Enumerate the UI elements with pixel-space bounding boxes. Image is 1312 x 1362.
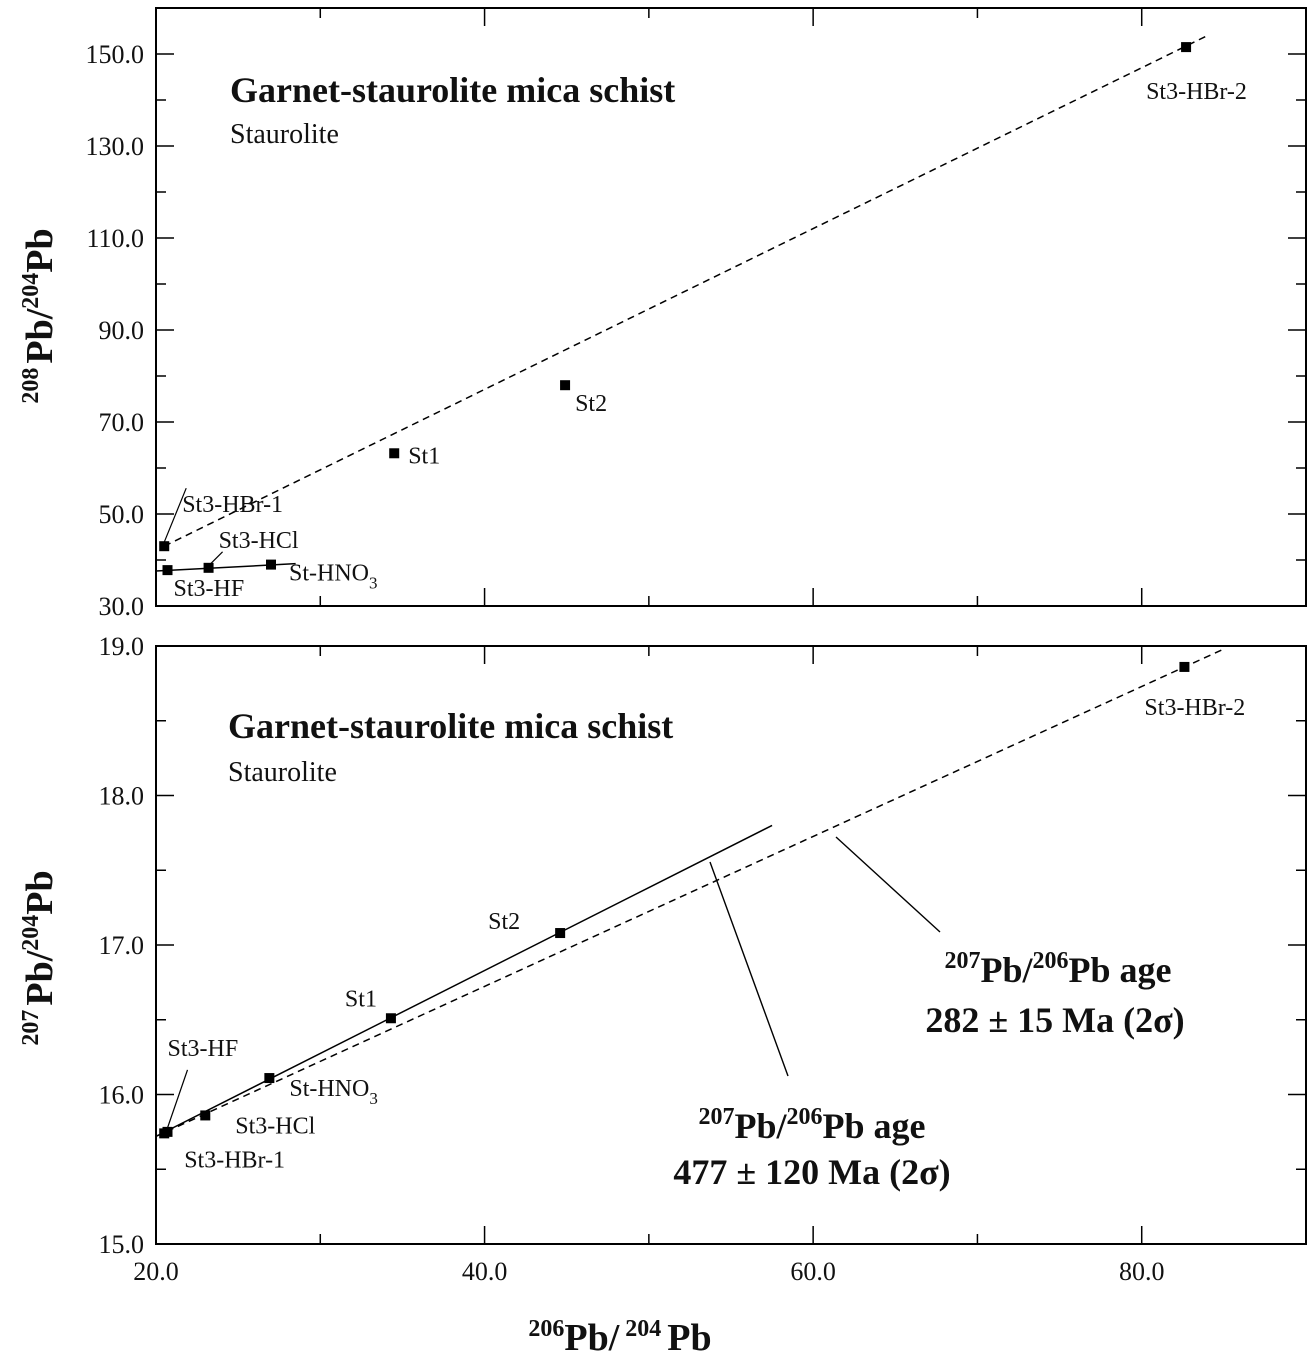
bottom-ticks: 20.0 40.0 60.0 80.0 15.0 16.0 17.0 18.0 19.0 [99,632,1307,1286]
bottom-x-tick-label: 60.0 [790,1257,836,1286]
top-data-point [266,559,276,570]
bottom-fit-lines [155,648,1225,1138]
bottom-data-point [162,1126,173,1137]
bottom-y-tick-label: 16.0 [99,1081,145,1110]
top-y-tick-label: 30.0 [99,592,145,621]
bottom-y-tick-label: 17.0 [99,931,145,960]
top-y-tick-label: 70.0 [99,408,145,437]
bottom-y-tick-label: 15.0 [99,1230,145,1259]
top-chart-subtitle: Staurolite [230,119,339,150]
bottom-dashed-fit-line [155,648,1225,1138]
bottom-chart-title: Garnet-staurolite mica schist [228,706,673,746]
bottom-y-tick-label: 18.0 [99,782,145,811]
top-point-label: St3-HBr-1 [182,492,283,518]
top-point-label-subscript: 3 [369,574,378,593]
bottom-data-point [1179,661,1190,672]
bottom-data-point [385,1013,396,1024]
top-label-leader [163,487,187,543]
top-point-label: St1 [408,443,440,469]
bottom-data-point [264,1073,275,1084]
annotation-leader-lines [709,836,941,1077]
top-plot-frame [155,7,1307,607]
top-y-tick-label: 150.0 [86,40,145,69]
top-y-tick-label: 130.0 [86,132,145,161]
top-data-point [203,562,214,573]
top-ticks: 30.0 50.0 70.0 90.0 110.0 130.0 150.0 [86,7,1307,621]
bottom-x-tick-label: 40.0 [462,1257,508,1286]
top-panel: 30.0 50.0 70.0 90.0 110.0 130.0 150.0 St3-HBr-… [18,7,1307,621]
bottom-point-label: St-HNO3 [289,1076,378,1108]
age-annotation-2-line2: 477 ± 120 Ma (2σ) [673,1152,950,1192]
top-dashed-fit-line [163,34,1208,547]
top-point-label: St3-HBr-2 [1146,79,1247,105]
age-annotation-1-line2: 282 ± 15 Ma (2σ) [925,1000,1184,1040]
bottom-point-label: St1 [345,986,377,1012]
bottom-point-label: St3-HF [168,1036,239,1062]
top-point-label: St-HNO3 [289,561,378,593]
top-point-label: St3-HCl [219,528,299,554]
bottom-point-label: St2 [488,909,520,935]
top-y-tick-label: 90.0 [99,316,145,345]
bottom-y-tick-label: 19.0 [99,632,145,661]
age-annotation-1-line1: 207Pb/206Pb age [944,948,1171,990]
top-chart-title: Garnet-staurolite mica schist [230,70,675,110]
bottom-data-point [555,928,566,939]
top-y-axis-label: 208Pb/204Pb [18,228,61,403]
bottom-solid-fit-line [155,824,773,1138]
top-data-points: St3-HBr-1 St3-HF St3-HCl St-HNO3 St1 St2 St3-H… [159,42,1247,602]
bottom-point-label-subscript: 3 [369,1089,378,1108]
annotation-leader-line [709,861,789,1077]
top-data-point [159,541,170,552]
bottom-point-label: St3-HCl [235,1113,315,1139]
bottom-label-leader [166,1069,189,1129]
top-data-point [162,565,173,576]
top-data-point [1181,42,1192,53]
top-data-point [389,448,400,459]
x-axis-label: 206Pb/204 Pb [528,1316,711,1359]
top-y-tick-label: 110.0 [86,224,144,253]
bottom-x-tick-label: 80.0 [1119,1257,1165,1286]
top-point-label: St3-HF [174,576,245,602]
top-point-label: St2 [575,391,607,417]
top-label-leader [210,551,223,565]
top-fit-lines [155,34,1208,572]
bottom-y-axis-label: 207Pb/204Pb [18,870,61,1045]
top-y-tick-label: 50.0 [99,500,145,529]
age-annotation-2-line1: 207Pb/206Pb age [698,1104,925,1146]
top-data-point [560,380,571,391]
bottom-point-label: St3-HBr-2 [1144,695,1245,721]
bottom-x-tick-label: 20.0 [133,1257,179,1286]
annotation-leader-line [835,836,941,933]
bottom-chart-subtitle: Staurolite [228,757,337,788]
bottom-point-label: St3-HBr-1 [184,1147,285,1173]
bottom-panel: 20.0 40.0 60.0 80.0 15.0 16.0 17.0 18.0 19.0 St3… [18,632,1307,1286]
bottom-data-point [200,1110,211,1121]
